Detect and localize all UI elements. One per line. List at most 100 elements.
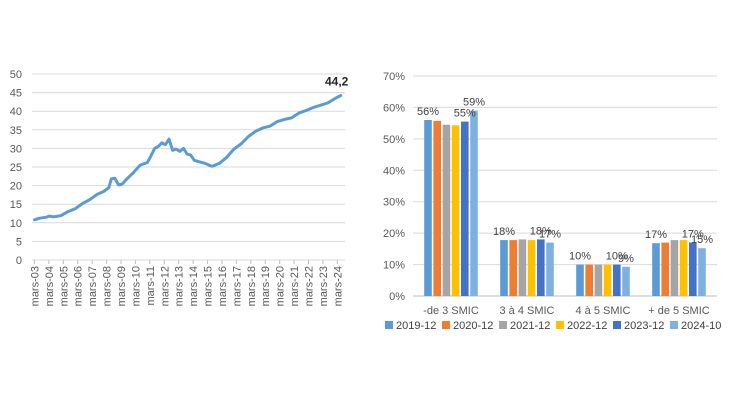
right-bar-chart: 0%10%20%30%40%50%60%70% 56% 55%59%18% 18%1…: [383, 71, 721, 332]
right-bar: [500, 240, 508, 296]
right-category-label: 3 à 4 SMIC: [499, 305, 554, 317]
left-x-tick-label: mars-06: [73, 266, 85, 306]
left-y-tick-label: 20: [10, 181, 22, 193]
right-data-label: 55%: [454, 108, 476, 120]
left-y-tick-label: 0: [16, 255, 22, 267]
right-legend-label: 2019-12: [396, 320, 436, 332]
right-bar: [576, 264, 584, 296]
right-y-tick-label: 20%: [383, 228, 405, 240]
right-bar: [661, 242, 669, 296]
left-series-line: [33, 94, 343, 222]
right-data-label: 59%: [463, 97, 485, 109]
right-data-label: 18%: [530, 225, 552, 237]
right-bar: [518, 239, 527, 296]
right-legend-swatch: [670, 321, 678, 329]
right-y-tick-label: 40%: [383, 165, 405, 177]
right-category-labels: -de 3 SMIC 3 à 4 SMIC 4 à 5 SMIC + de 5 SMI…: [423, 305, 710, 317]
right-y-tick-label: 10%: [383, 260, 405, 272]
left-x-tick-label: mars-21: [289, 266, 301, 306]
left-y-tick-label: 10: [10, 218, 22, 230]
right-bar: [424, 120, 432, 296]
left-y-tick-label: 25: [10, 162, 22, 174]
left-y-tick-label: 50: [10, 69, 22, 81]
right-data-label: 17%: [645, 229, 667, 241]
left-x-tick-label: mars-18: [246, 266, 258, 306]
right-legend-label: 2024-10: [681, 320, 721, 332]
left-x-tick-label: mars-11: [145, 266, 157, 306]
left-x-tick-label: mars-20: [275, 266, 287, 306]
left-y-tick-label: 45: [10, 88, 22, 100]
left-y-tick-labels: 0 5 10 15 20 25 30 35 40 45 50: [10, 69, 22, 267]
right-bar: [442, 124, 451, 296]
left-x-tick-label: mars-05: [58, 266, 70, 306]
right-y-tick-label: 70%: [383, 71, 405, 83]
right-bar: [509, 240, 517, 296]
left-y-tick-label: 30: [10, 143, 22, 155]
right-legend-label: 2023-12: [624, 320, 664, 332]
right-data-label: 9%: [618, 253, 634, 265]
right-data-label: 17%: [539, 229, 561, 241]
right-data-label: 10%: [569, 251, 591, 263]
right-data-label: 17%: [682, 229, 704, 241]
left-x-tick-label: mars-24: [332, 266, 344, 306]
right-legend-label: 2022-12: [567, 320, 607, 332]
left-y-tick-label: 40: [10, 106, 22, 118]
right-data-labels: 56% 55%59%18% 18%17%10% 10%9%17% 17%15%: [417, 97, 713, 265]
left-x-tick-label: mars-08: [102, 266, 114, 306]
left-x-tick-label: mars-19: [260, 266, 272, 306]
right-bar: [689, 242, 697, 296]
right-y-tick-label: 30%: [383, 197, 405, 209]
left-y-tick-label: 35: [10, 125, 22, 137]
right-legend-swatch: [442, 321, 450, 329]
right-category-label: -de 3 SMIC: [423, 305, 479, 317]
right-bar: [613, 264, 621, 296]
left-end-value-label: 44,2: [325, 75, 349, 89]
right-y-tick-label: 0%: [389, 291, 405, 303]
left-x-tick-label: mars-03: [29, 266, 41, 306]
right-bar: [594, 264, 603, 296]
left-x-tick-label: mars-13: [174, 266, 186, 306]
right-bar: [537, 239, 545, 296]
right-y-tick-label: 50%: [383, 134, 405, 146]
right-bar: [622, 266, 630, 296]
right-y-tick-label: 60%: [383, 102, 405, 114]
right-bar: [585, 264, 593, 296]
right-legend-label: 2021-12: [510, 320, 550, 332]
right-bar: [546, 242, 554, 296]
left-x-tick-label: mars-04: [44, 266, 56, 306]
left-y-tick-label: 15: [10, 199, 22, 211]
right-bar: [470, 110, 478, 296]
right-legend: 2019-12 2020-12 2021-12 2022-12 2023-12 2024-…: [385, 320, 721, 332]
right-category-label: 4 à 5 SMIC: [575, 305, 630, 317]
right-data-label: 18%: [493, 226, 515, 238]
right-bar: [603, 264, 612, 296]
left-x-tick-labels: mars-03 mars-04 mars-05 mars-06 mars-07 mars-…: [29, 260, 344, 306]
right-y-tick-labels: 0% 10% 20% 30% 40% 50% 60% 70%: [383, 71, 405, 303]
right-bar: [670, 240, 679, 296]
left-gridlines: [32, 73, 345, 261]
left-series: [33, 94, 343, 222]
right-legend-swatch: [499, 321, 507, 329]
right-bars: [424, 110, 706, 297]
right-legend-swatch: [385, 321, 393, 329]
right-legend-label: 2020-12: [453, 320, 493, 332]
left-x-tick-label: mars-14: [188, 266, 200, 306]
right-category-label: + de 5 SMIC: [648, 305, 710, 317]
right-data-label: 15%: [691, 234, 713, 246]
left-x-tick-label: mars-15: [203, 266, 215, 306]
right-legend-swatch: [613, 321, 621, 329]
left-y-tick-label: 5: [16, 236, 22, 248]
right-data-label: 10%: [606, 251, 628, 263]
right-legend-swatch: [556, 321, 564, 329]
left-x-tick-label: mars-09: [116, 266, 128, 306]
right-bar: [679, 240, 688, 296]
right-bar: [698, 248, 706, 296]
right-bar: [461, 121, 469, 296]
left-x-tick-label: mars-10: [130, 266, 142, 306]
right-bar: [652, 243, 660, 296]
right-data-label: 56%: [417, 106, 439, 118]
left-x-tick-label: mars-22: [304, 266, 316, 306]
left-x-tick-label: mars-12: [159, 266, 171, 306]
left-x-tick-label: mars-07: [87, 266, 99, 306]
right-bar: [433, 120, 441, 297]
